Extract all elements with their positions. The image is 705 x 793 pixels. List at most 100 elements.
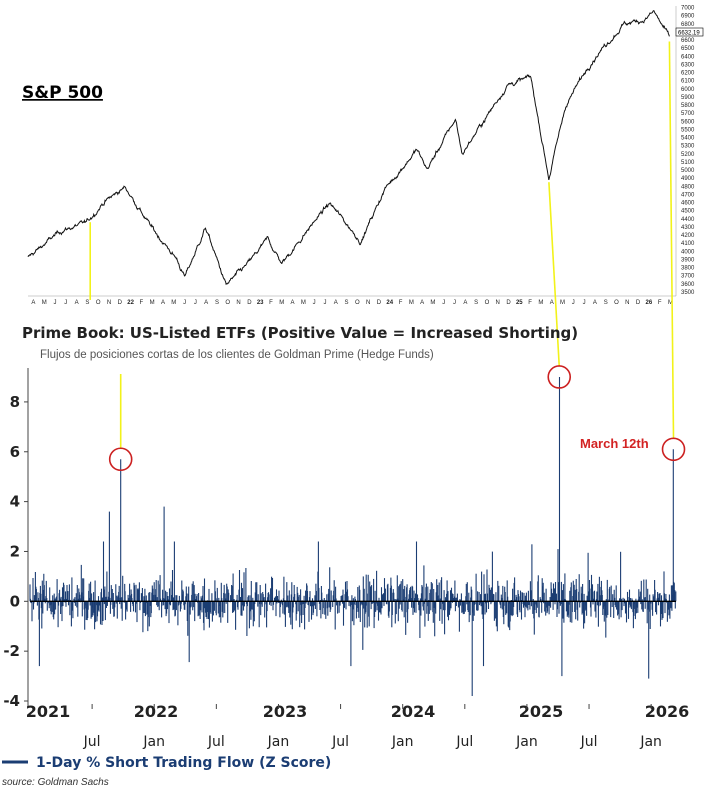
sp500-x-tick: A — [420, 300, 424, 306]
sp500-y-tick: 3600 — [681, 282, 695, 288]
month-label: Jan — [639, 734, 662, 750]
sp500-x-tick: J — [323, 300, 326, 306]
year-label: 2023 — [263, 702, 308, 721]
sp500-y-tick: 6000 — [681, 87, 695, 93]
sp500-x-tick: O — [355, 300, 360, 306]
sp500-x-tick: A — [593, 300, 597, 306]
sp500-x-tick: A — [334, 300, 338, 306]
month-label: Jan — [515, 734, 538, 750]
sp500-x-tick: F — [399, 300, 403, 306]
year-label: 2021 — [26, 702, 71, 721]
highlight-connectors — [89, 41, 675, 449]
sp500-x-tick: J — [313, 300, 316, 306]
prime-book-y-axis: -4 -2 0 2 4 6 8 — [3, 368, 29, 710]
prime-book-y-tick: 8 — [10, 393, 20, 411]
sp500-x-tick: S — [215, 300, 219, 306]
sp500-y-tick: 6400 — [681, 54, 695, 60]
sp500-y-tick: 5400 — [681, 136, 695, 142]
sp500-x-tick: J — [64, 300, 67, 306]
sp500-y-tick: 4100 — [681, 241, 695, 247]
month-label: Jul — [455, 734, 473, 750]
sp500-y-tick: 5600 — [681, 119, 695, 125]
sp500-x-tick: F — [140, 300, 144, 306]
month-labels: Jul Jan Jul Jan Jul Jan Jul Jan Jul Jan — [83, 704, 662, 750]
sp500-y-tick: 6100 — [681, 79, 695, 85]
connector-line — [548, 182, 561, 367]
sp500-x-tick: J — [583, 300, 586, 306]
sp500-y-tick: 4400 — [681, 217, 695, 223]
prime-book-y-tick: 0 — [10, 592, 20, 610]
sp500-x-tick: S — [604, 300, 608, 306]
sp500-y-tick: 5800 — [681, 103, 695, 109]
sp500-y-tick: 4900 — [681, 176, 695, 182]
prime-book-y-tick: -2 — [3, 642, 20, 660]
sp500-y-tick: 3800 — [681, 266, 695, 272]
sp500-x-tick: N — [366, 300, 370, 306]
sp500-x-tick: M — [42, 300, 47, 306]
sp500-x-tick: F — [528, 300, 532, 306]
sp500-y-tick: 6500 — [681, 46, 695, 52]
sp500-x-tick: J — [194, 300, 197, 306]
sp500-y-tick: 5100 — [681, 160, 695, 166]
sp500-x-tick: M — [668, 300, 673, 306]
month-label: Jan — [142, 734, 165, 750]
sp500-x-tick: O — [96, 300, 101, 306]
year-labels: 2021 2022 2023 2024 2025 2026 — [26, 702, 690, 721]
sp500-x-axis: A M J J A S O N D 22 F M A M J J A S O N D 23 F M A M J J A S O N D 24 F M A… — [28, 295, 676, 306]
month-label: Jul — [331, 734, 349, 750]
sp500-title: S&P 500 — [22, 83, 103, 103]
sp500-y-tick: 5200 — [681, 152, 695, 158]
sp500-y-tick: 5900 — [681, 95, 695, 101]
sp500-y-tick: 6900 — [681, 14, 695, 20]
sp500-x-tick: F — [658, 300, 662, 306]
sp500-y-tick: 7000 — [681, 6, 695, 12]
sp500-x-tick: M — [171, 300, 176, 306]
sp500-y-tick: 5700 — [681, 111, 695, 117]
sp500-y-tick: 5300 — [681, 144, 695, 150]
sp500-x-tick: S — [85, 300, 89, 306]
prime-book-panel: Prime Book: US-Listed ETFs (Positive Val… — [2, 324, 689, 788]
prime-book-y-tick: 6 — [10, 443, 20, 461]
legend-label: 1-Day % Short Trading Flow (Z Score) — [36, 755, 331, 771]
sp500-x-tick: J — [572, 300, 575, 306]
sp500-x-tick: J — [53, 300, 56, 306]
sp500-x-tick: M — [279, 300, 284, 306]
month-label: Jan — [267, 734, 290, 750]
sp500-x-tick: F — [269, 300, 273, 306]
sp500-y-tick: 4700 — [681, 192, 695, 198]
prime-book-subtitle: Flujos de posiciones cortas de los clien… — [40, 349, 434, 361]
sp500-y-tick: 4200 — [681, 233, 695, 239]
year-label: 2025 — [519, 702, 564, 721]
sp500-x-tick: A — [204, 300, 208, 306]
sp500-y-tick: 6200 — [681, 71, 695, 77]
sp500-x-tick: A — [550, 300, 554, 306]
sp500-last-value: 6632.19 — [678, 31, 700, 37]
month-label: Jul — [580, 734, 598, 750]
sp500-x-tick: O — [485, 300, 490, 306]
prime-book-y-tick: -4 — [3, 692, 20, 710]
sp500-y-tick: 5500 — [681, 127, 695, 133]
sp500-x-tick: 24 — [386, 300, 393, 306]
legend: 1-Day % Short Trading Flow (Z Score) — [2, 755, 331, 771]
sp500-y-tick: 3700 — [681, 274, 695, 280]
month-label: Jan — [391, 734, 414, 750]
sp500-x-tick: M — [430, 300, 435, 306]
sp500-x-tick: 22 — [127, 300, 134, 306]
source-label: source: Goldman Sachs — [2, 777, 109, 788]
sp500-x-tick: 26 — [646, 300, 653, 306]
sp500-x-tick: N — [625, 300, 629, 306]
year-label: 2026 — [645, 702, 690, 721]
sp500-x-tick: D — [506, 300, 511, 306]
connector-line — [668, 41, 675, 439]
sp500-x-tick: O — [225, 300, 230, 306]
sp500-y-tick: 4500 — [681, 209, 695, 215]
sp500-panel: S&P 500 3500 3600 3700 3800 3900 4000 4100 4200… — [22, 6, 704, 306]
sp500-y-tick: 4300 — [681, 225, 695, 231]
sp500-x-tick: A — [75, 300, 79, 306]
sp500-x-tick: M — [538, 300, 543, 306]
month-label: Jul — [207, 734, 225, 750]
sp500-y-tick: 4000 — [681, 249, 695, 255]
sp500-x-tick: A — [31, 300, 35, 306]
sp500-x-tick: N — [496, 300, 500, 306]
